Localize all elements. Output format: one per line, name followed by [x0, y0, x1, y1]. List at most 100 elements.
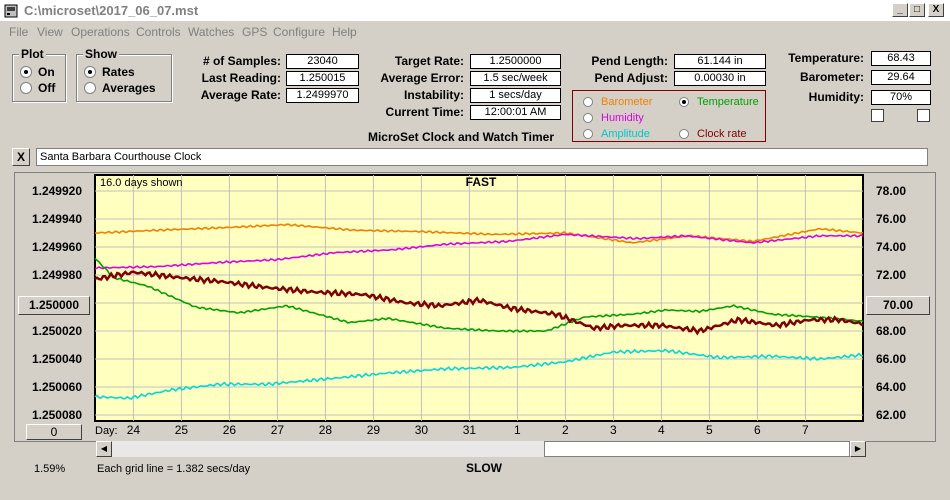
radio-empty-icon — [583, 129, 593, 139]
x-tick-label: 1 — [514, 423, 521, 437]
y-right-tick-label: 62.00 — [876, 408, 906, 422]
menu-watches[interactable]: Watches — [188, 25, 235, 39]
radio-empty-icon — [20, 82, 32, 94]
target-rate-value: 1.2500000 — [470, 54, 561, 69]
scroll-left-arrow-icon[interactable]: ◀ — [96, 441, 112, 457]
app-icon — [4, 4, 18, 18]
percent-label: 1.59% — [34, 463, 65, 475]
option-humidity[interactable]: Humidity — [583, 111, 644, 125]
plot-on-radio[interactable]: On — [20, 65, 55, 79]
x-tick-label: 6 — [754, 423, 761, 437]
option-clock-rate-label: Clock rate — [697, 128, 747, 140]
menu-gps[interactable]: GPS — [242, 25, 268, 39]
left-center-button[interactable]: 1.250000 — [18, 296, 90, 315]
instability-label: Instability: — [403, 88, 464, 102]
maximize-button[interactable]: □ — [909, 3, 925, 17]
series-line-barometer — [94, 223, 864, 244]
current-time-value: 12:00:01 AM — [470, 105, 561, 120]
option-humidity-label: Humidity — [601, 112, 644, 124]
radio-selected-icon — [679, 97, 689, 107]
y-right-tick-label: 76.00 — [876, 212, 906, 226]
close-button[interactable]: X — [928, 3, 944, 17]
grid — [95, 175, 863, 421]
title-bar: C:\microset\2017_06_07.mst _ □ X — [0, 0, 950, 22]
show-averages-label: Averages — [102, 81, 156, 95]
show-averages-radio[interactable]: Averages — [84, 81, 156, 95]
x-tick-label: 28 — [319, 423, 333, 437]
menu-operations[interactable]: Operations — [71, 25, 130, 39]
option-temperature[interactable]: Temperature — [679, 95, 759, 109]
plot-on-label: On — [38, 65, 55, 79]
radio-selected-icon — [20, 66, 32, 78]
grid-note: Each grid line = 1.382 secs/day — [97, 463, 251, 475]
show-rates-label: Rates — [102, 65, 135, 79]
show-group: Show Rates Averages — [76, 47, 172, 102]
option-barometer[interactable]: Barometer — [583, 95, 652, 109]
series-line-temperature — [94, 257, 864, 333]
radio-selected-icon — [84, 66, 96, 78]
samples-value: 23040 — [286, 54, 359, 69]
horizontal-scrollbar[interactable]: ◀ ▶ — [96, 441, 866, 457]
temperature-label: Temperature: — [788, 51, 864, 65]
pend-length-label: Pend Length: — [591, 54, 668, 68]
y-right-ticks: 78.00 76.00 74.00 72.00 68.00 66.00 64.00 62.00 — [876, 184, 906, 422]
y-left-tick-label: 1.249940 — [32, 212, 82, 226]
zero-button[interactable]: 0 — [26, 424, 82, 440]
window-title: C:\microset\2017_06_07.mst — [24, 3, 199, 18]
plot-area — [94, 174, 864, 422]
menu-configure[interactable]: Configure — [273, 25, 326, 39]
scroll-thumb[interactable] — [544, 441, 850, 457]
menu-controls[interactable]: Controls — [136, 25, 181, 39]
y-left-ticks: 1.249920 1.249940 1.249960 1.249980 1.250020… — [32, 184, 82, 422]
right-center-button[interactable]: 70.00 — [866, 296, 930, 315]
y-right-tick-label: 68.00 — [876, 324, 906, 338]
y-right-tick-label: 66.00 — [876, 352, 906, 366]
plot-group: Plot On Off — [12, 47, 66, 102]
plot-off-radio[interactable]: Off — [20, 81, 55, 95]
y-left-tick-label: 1.250080 — [32, 408, 82, 422]
y-left-tick-label: 1.250020 — [32, 324, 82, 338]
y-right-tick-label: 78.00 — [876, 184, 906, 198]
x-tick-label: 26 — [223, 423, 237, 437]
minimize-button[interactable]: _ — [892, 3, 908, 17]
menu-help[interactable]: Help — [332, 25, 357, 39]
samples-label: # of Samples: — [202, 54, 281, 68]
option-clock-rate[interactable]: Clock rate — [679, 127, 747, 141]
clock-name-input[interactable]: Santa Barbara Courthouse Clock — [36, 148, 928, 166]
show-rates-radio[interactable]: Rates — [84, 65, 135, 79]
x-tick-label: 2 — [562, 423, 569, 437]
humidity-value: 70% — [871, 90, 931, 105]
option-barometer-label: Barometer — [601, 96, 653, 108]
y-left-tick-label: 1.249980 — [32, 268, 82, 282]
scroll-right-arrow-icon[interactable]: ▶ — [850, 441, 866, 457]
x-tick-label: 27 — [271, 423, 285, 437]
average-error-label: Average Error: — [380, 71, 464, 85]
average-rate-value: 1.2499970 — [286, 88, 359, 103]
y-right-tick-label: 64.00 — [876, 380, 906, 394]
series-line-clock-rate — [94, 270, 864, 336]
menu-file[interactable]: File — [9, 25, 29, 39]
clear-button[interactable]: X — [12, 148, 30, 166]
x-tick-label: 25 — [175, 423, 189, 437]
y-right-tick-label: 72.00 — [876, 268, 906, 282]
option-amplitude[interactable]: Amplitude — [583, 127, 650, 141]
day-axis-label: Day: — [95, 425, 118, 437]
y-left-tick-label: 1.250040 — [32, 352, 82, 366]
x-tick-label: 3 — [610, 423, 617, 437]
radio-empty-icon — [583, 97, 593, 107]
last-reading-value: 1.250015 — [286, 71, 359, 86]
x-tick-label: 30 — [415, 423, 429, 437]
temperature-value: 68.43 — [871, 51, 931, 66]
x-tick-label: 4 — [658, 423, 665, 437]
plot-off-label: Off — [38, 81, 56, 95]
checkbox-right[interactable] — [917, 109, 930, 122]
barometer-label: Barometer: — [799, 70, 864, 84]
x-tick-label: 29 — [367, 423, 381, 437]
checkbox-left[interactable] — [871, 109, 884, 122]
menu-view[interactable]: View — [37, 25, 63, 39]
y-right-tick-label: 74.00 — [876, 240, 906, 254]
series-group — [94, 223, 864, 401]
x-tick-label: 5 — [706, 423, 713, 437]
series-line-amplitude — [94, 348, 864, 401]
days-shown-label: 16.0 days shown — [100, 177, 183, 189]
